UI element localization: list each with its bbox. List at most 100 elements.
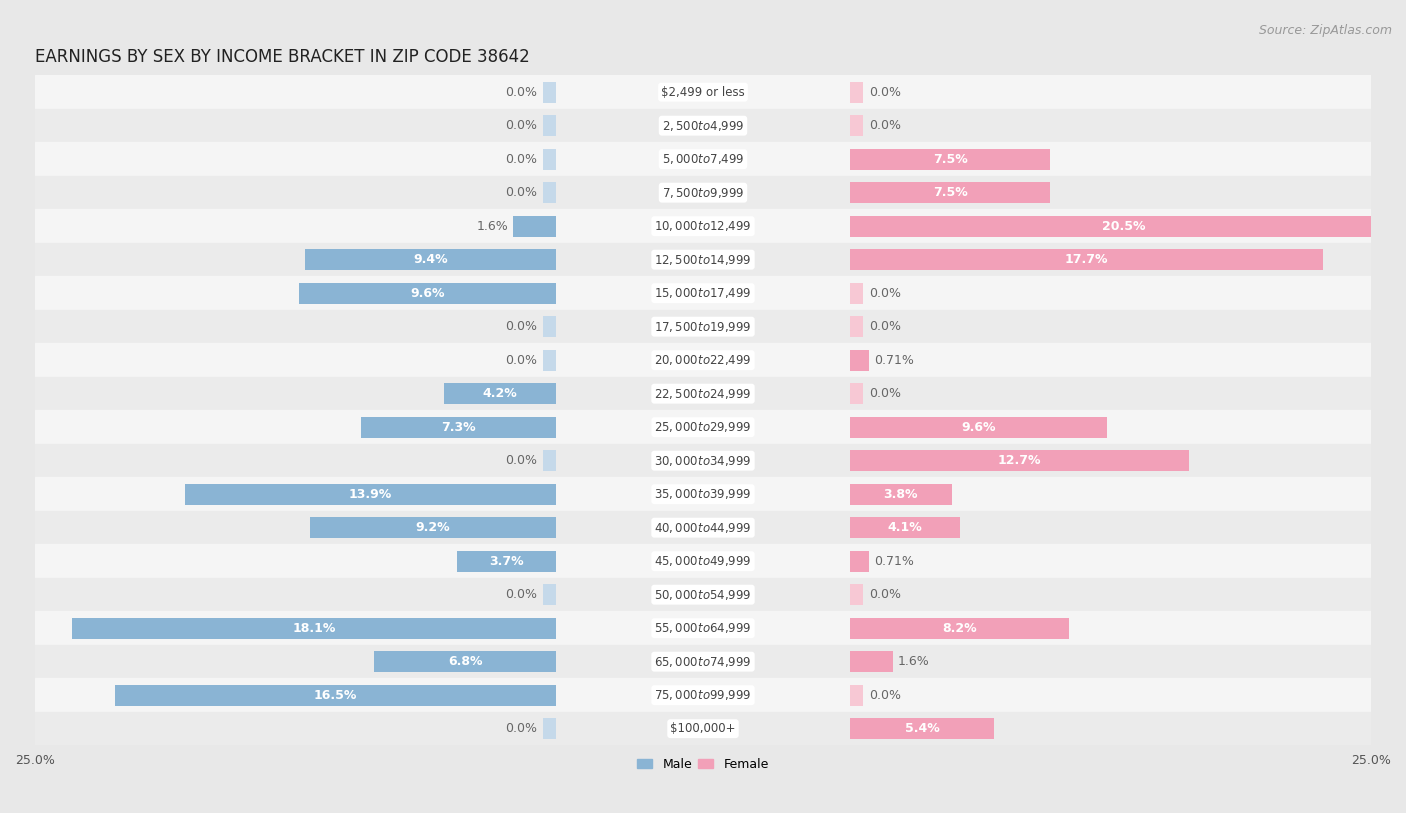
Text: $22,500 to $24,999: $22,500 to $24,999 bbox=[654, 387, 752, 401]
Bar bbox=[35, 611, 1371, 645]
Bar bbox=[305, 250, 555, 270]
Bar bbox=[851, 250, 1323, 270]
Bar bbox=[35, 578, 1371, 611]
Text: 18.1%: 18.1% bbox=[292, 622, 336, 635]
Bar bbox=[35, 76, 1371, 109]
Bar bbox=[115, 685, 555, 706]
Bar bbox=[851, 283, 863, 303]
Bar bbox=[35, 411, 1371, 444]
Bar bbox=[35, 276, 1371, 310]
Bar bbox=[851, 719, 994, 739]
Text: $30,000 to $34,999: $30,000 to $34,999 bbox=[654, 454, 752, 467]
Text: 0.0%: 0.0% bbox=[869, 85, 901, 98]
Text: 8.2%: 8.2% bbox=[942, 622, 977, 635]
Text: 0.0%: 0.0% bbox=[505, 120, 537, 133]
Text: 1.6%: 1.6% bbox=[477, 220, 508, 233]
Text: $65,000 to $74,999: $65,000 to $74,999 bbox=[654, 654, 752, 668]
Text: 0.0%: 0.0% bbox=[505, 153, 537, 166]
Text: EARNINGS BY SEX BY INCOME BRACKET IN ZIP CODE 38642: EARNINGS BY SEX BY INCOME BRACKET IN ZIP… bbox=[35, 47, 530, 66]
Text: 20.5%: 20.5% bbox=[1102, 220, 1146, 233]
Text: 6.8%: 6.8% bbox=[449, 655, 482, 668]
Bar bbox=[851, 585, 863, 605]
Text: Source: ZipAtlas.com: Source: ZipAtlas.com bbox=[1258, 24, 1392, 37]
Text: 0.0%: 0.0% bbox=[505, 588, 537, 601]
Bar bbox=[72, 618, 555, 638]
Bar bbox=[543, 115, 555, 136]
Text: 13.9%: 13.9% bbox=[349, 488, 392, 501]
Bar bbox=[311, 517, 555, 538]
Text: 9.6%: 9.6% bbox=[411, 287, 446, 300]
Text: $5,000 to $7,499: $5,000 to $7,499 bbox=[662, 152, 744, 166]
Bar bbox=[543, 450, 555, 471]
Bar bbox=[543, 149, 555, 170]
Bar bbox=[543, 585, 555, 605]
Text: 7.3%: 7.3% bbox=[441, 420, 475, 433]
Bar bbox=[35, 210, 1371, 243]
Bar bbox=[35, 477, 1371, 511]
Bar bbox=[851, 484, 952, 505]
Text: 16.5%: 16.5% bbox=[314, 689, 357, 702]
Text: $10,000 to $12,499: $10,000 to $12,499 bbox=[654, 220, 752, 233]
Text: 0.0%: 0.0% bbox=[505, 454, 537, 467]
Bar bbox=[457, 550, 555, 572]
Bar bbox=[851, 517, 959, 538]
Bar bbox=[35, 645, 1371, 678]
Bar bbox=[851, 550, 869, 572]
Bar bbox=[851, 316, 863, 337]
Bar bbox=[35, 176, 1371, 210]
Text: 0.0%: 0.0% bbox=[505, 722, 537, 735]
Text: $40,000 to $44,999: $40,000 to $44,999 bbox=[654, 520, 752, 535]
Text: $7,500 to $9,999: $7,500 to $9,999 bbox=[662, 185, 744, 200]
Text: $20,000 to $22,499: $20,000 to $22,499 bbox=[654, 353, 752, 367]
Bar bbox=[851, 450, 1189, 471]
Bar bbox=[35, 444, 1371, 477]
Text: 3.7%: 3.7% bbox=[489, 554, 524, 567]
Bar bbox=[35, 310, 1371, 343]
Text: 0.0%: 0.0% bbox=[505, 186, 537, 199]
Text: 1.6%: 1.6% bbox=[898, 655, 929, 668]
Bar bbox=[184, 484, 555, 505]
Bar bbox=[35, 377, 1371, 411]
Text: 0.0%: 0.0% bbox=[505, 354, 537, 367]
Text: $17,500 to $19,999: $17,500 to $19,999 bbox=[654, 320, 752, 333]
Bar bbox=[35, 343, 1371, 377]
Bar bbox=[543, 316, 555, 337]
Bar bbox=[851, 115, 863, 136]
Bar bbox=[444, 383, 555, 404]
Text: 17.7%: 17.7% bbox=[1064, 253, 1108, 266]
Bar bbox=[35, 109, 1371, 142]
Text: $100,000+: $100,000+ bbox=[671, 722, 735, 735]
Bar bbox=[374, 651, 555, 672]
Text: 3.8%: 3.8% bbox=[883, 488, 918, 501]
Text: 0.0%: 0.0% bbox=[869, 689, 901, 702]
Bar bbox=[35, 243, 1371, 276]
Text: $50,000 to $54,999: $50,000 to $54,999 bbox=[654, 588, 752, 602]
Text: 0.0%: 0.0% bbox=[869, 320, 901, 333]
Bar bbox=[851, 383, 863, 404]
Bar bbox=[851, 149, 1050, 170]
Text: 0.0%: 0.0% bbox=[505, 85, 537, 98]
Text: 0.0%: 0.0% bbox=[869, 387, 901, 400]
Text: $2,499 or less: $2,499 or less bbox=[661, 85, 745, 98]
Text: $25,000 to $29,999: $25,000 to $29,999 bbox=[654, 420, 752, 434]
Bar bbox=[35, 678, 1371, 712]
Bar bbox=[361, 417, 555, 437]
Text: 4.2%: 4.2% bbox=[482, 387, 517, 400]
Text: $2,500 to $4,999: $2,500 to $4,999 bbox=[662, 119, 744, 133]
Text: 0.71%: 0.71% bbox=[875, 354, 914, 367]
Bar bbox=[851, 618, 1069, 638]
Text: 0.0%: 0.0% bbox=[869, 287, 901, 300]
Text: $45,000 to $49,999: $45,000 to $49,999 bbox=[654, 554, 752, 568]
Bar bbox=[851, 685, 863, 706]
Bar bbox=[543, 182, 555, 203]
Text: 0.0%: 0.0% bbox=[869, 588, 901, 601]
Bar bbox=[851, 82, 863, 102]
Bar bbox=[543, 719, 555, 739]
Text: 9.2%: 9.2% bbox=[416, 521, 450, 534]
Text: $55,000 to $64,999: $55,000 to $64,999 bbox=[654, 621, 752, 635]
Text: 0.0%: 0.0% bbox=[869, 120, 901, 133]
Legend: Male, Female: Male, Female bbox=[633, 753, 773, 776]
Bar bbox=[35, 511, 1371, 545]
Bar bbox=[851, 651, 893, 672]
Bar bbox=[543, 82, 555, 102]
